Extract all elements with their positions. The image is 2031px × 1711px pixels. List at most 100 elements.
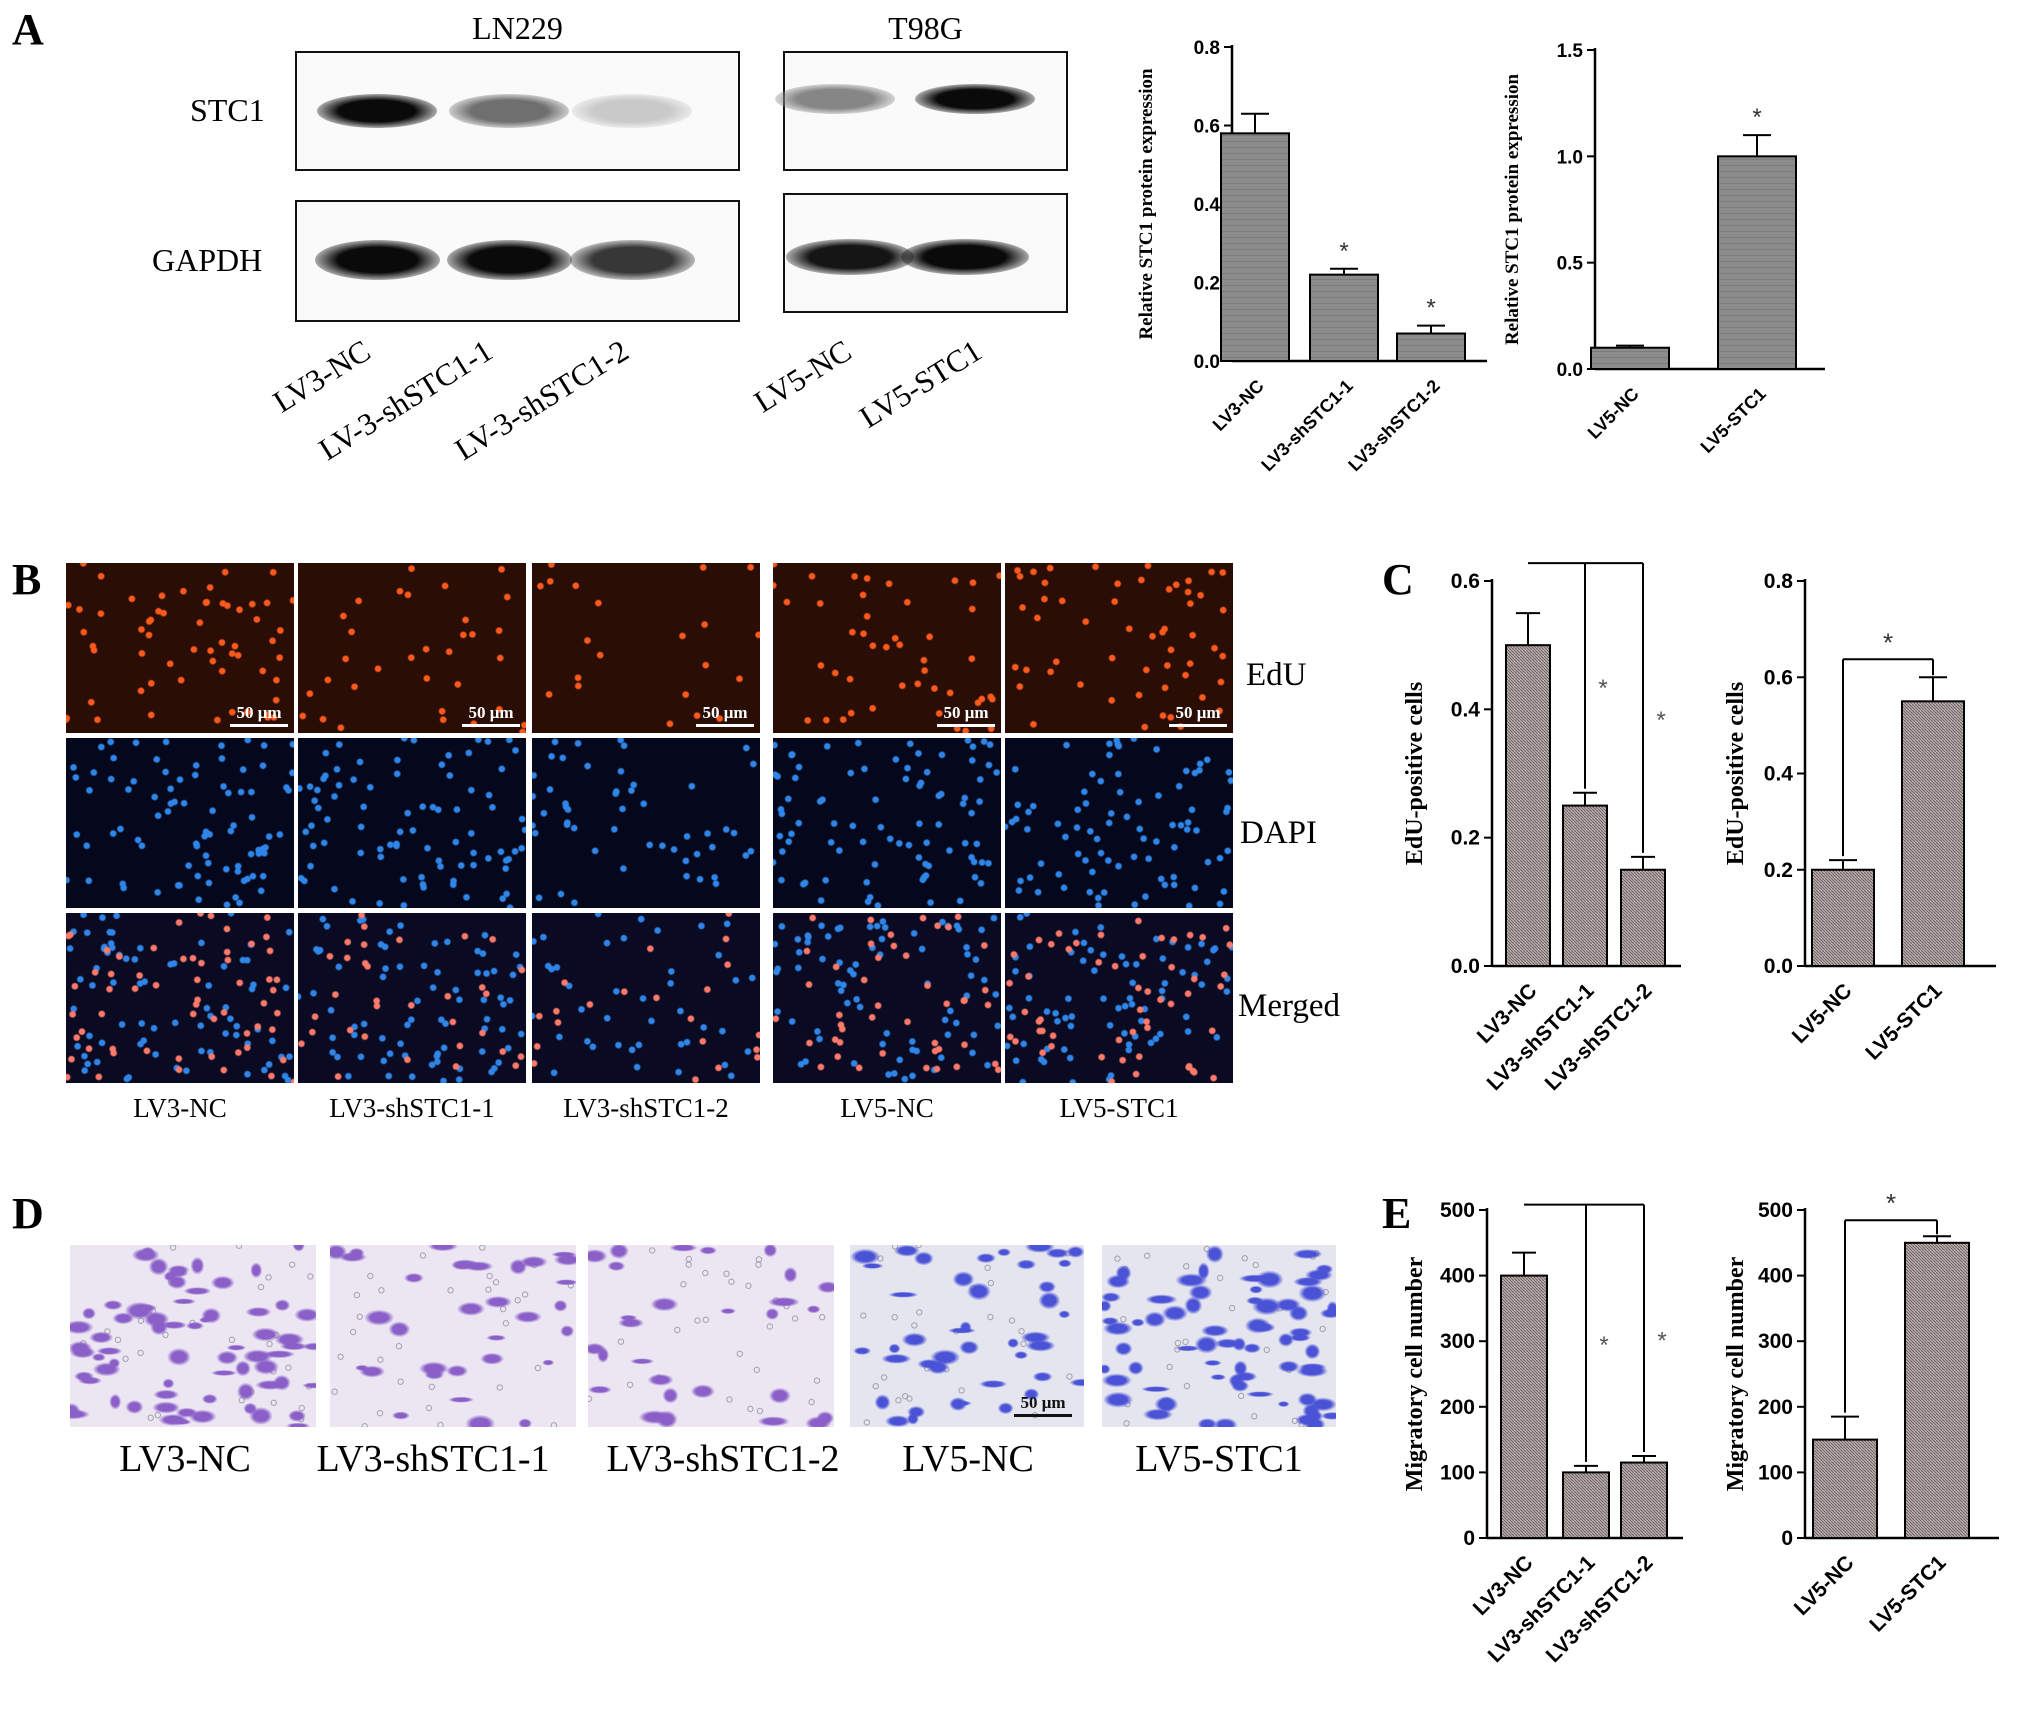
migration-image: 50 μm: [850, 1245, 1084, 1427]
micrograph-dapi: [66, 738, 294, 908]
x-tick-label: LV3-shSTC1-1: [1257, 376, 1356, 475]
y-tick-label: 0.0: [1194, 352, 1220, 373]
chart-e2-migratory: 0 100 200 300 400 500 Migratory cell number LV5…: [1723, 1188, 1999, 1637]
edu-col-label: LV3-shSTC1-2: [563, 1093, 729, 1123]
bar: [1811, 868, 1875, 967]
bar: [1901, 700, 1965, 967]
x-tick-label: LV3-NC: [1209, 376, 1268, 435]
y-axis-title: Migratory cell number: [1402, 1256, 1428, 1491]
micrograph-dapi: [1005, 738, 1233, 908]
edu-col-label: LV3-NC: [133, 1093, 227, 1123]
micrograph-dapi: [532, 738, 760, 908]
bar: [1620, 868, 1666, 967]
blot-band: [775, 84, 895, 114]
y-tick-label: 200: [1758, 1396, 1793, 1419]
x-tick-label: LV5-NC: [1584, 384, 1643, 443]
micrograph-merged: [1005, 913, 1233, 1083]
blot-row-label-stc1: STC1: [190, 92, 265, 128]
edu-col-label: LV3-shSTC1-1: [329, 1093, 495, 1123]
blot-band: [901, 239, 1029, 275]
migration-col-label: LV3-shSTC1-2: [606, 1438, 840, 1480]
bar: [1620, 1461, 1668, 1539]
y-tick-label: 500: [1440, 1199, 1475, 1222]
y-axis-title: Relative STC1 protein expression: [1502, 74, 1523, 346]
row-label-dapi: DAPI: [1240, 815, 1318, 851]
blot-band: [317, 94, 437, 128]
scale-bar: 50 μm: [1014, 1393, 1072, 1417]
row-label-edu: EdU: [1246, 657, 1307, 693]
micrograph-dapi: [298, 738, 526, 908]
micrograph-edu: 50 μm: [1005, 563, 1233, 733]
y-tick-label: 0.0: [1764, 955, 1793, 978]
migration-col-label: LV5-STC1: [1135, 1438, 1303, 1480]
y-tick-label: 0.0: [1557, 360, 1583, 381]
migration-image: [330, 1245, 576, 1427]
migration-image: [70, 1245, 316, 1427]
significance-star: *: [1752, 104, 1761, 131]
blot-band: [786, 239, 914, 275]
chart-a2-relative-stc1: 0.0 0.5 1.0 1.5 Relative STC1 protein expres…: [1502, 41, 1825, 457]
bar: [1500, 1274, 1548, 1539]
edu-col-label: LV5-STC1: [1059, 1093, 1179, 1123]
micrograph-merged: [66, 913, 294, 1083]
y-tick-label: 0.5: [1557, 254, 1584, 275]
chart-a1-relative-stc1: 0.0 0.2 0.4 0.6 0.8 Relative STC1 protein exp…: [1136, 38, 1487, 475]
blot-band: [446, 240, 572, 280]
panel-label-b: B: [12, 555, 42, 604]
migration-col-label: LV3-shSTC1-1: [316, 1438, 550, 1480]
x-tick-label: LV5-STC1: [1697, 384, 1770, 457]
y-tick-label: 0.8: [1764, 570, 1794, 593]
x-tick-label: LV3-shSTC1-2: [1541, 979, 1657, 1095]
y-tick-label: 400: [1440, 1265, 1475, 1288]
significance-star: *: [1657, 1327, 1666, 1354]
chart-e1-migratory: 0 100 200 300 400 500 Migratory cell number LV3…: [1402, 1199, 1683, 1667]
significance-star: *: [1599, 1332, 1608, 1359]
bar: [1505, 644, 1551, 968]
y-tick-label: 0.6: [1451, 570, 1480, 593]
migration-col-label: LV5-NC: [902, 1438, 1034, 1480]
y-tick-label: 0.6: [1194, 117, 1220, 138]
y-axis-title: EdU-positive cells: [1723, 682, 1749, 865]
significance-star: *: [1598, 675, 1607, 702]
y-tick-label: 0.2: [1451, 827, 1480, 850]
y-tick-label: 500: [1758, 1199, 1793, 1222]
micrograph-edu: 50 μm: [532, 563, 760, 733]
bar: [1220, 132, 1290, 362]
bar: [1904, 1241, 1970, 1540]
bar: [1590, 346, 1670, 371]
y-tick-label: 300: [1758, 1330, 1793, 1353]
significance-star: *: [1426, 295, 1435, 322]
x-tick-label: LV5-STC1: [1861, 979, 1947, 1065]
y-tick-label: 0.2: [1194, 274, 1220, 295]
y-tick-label: 100: [1440, 1461, 1475, 1484]
micrograph-dapi: [773, 738, 1001, 908]
y-tick-label: 0.2: [1764, 859, 1793, 882]
y-tick-label: 0.4: [1451, 698, 1481, 721]
panel-label-d: D: [12, 1189, 44, 1238]
bar: [1717, 155, 1797, 370]
y-axis-title: EdU-positive cells: [1402, 682, 1428, 865]
row-label-merged: Merged: [1238, 988, 1341, 1024]
significance-star: *: [1886, 1188, 1896, 1218]
bar: [1562, 1471, 1610, 1539]
migration-image: [1102, 1245, 1336, 1427]
y-tick-label: 0.4: [1194, 195, 1221, 216]
y-tick-label: 1.0: [1557, 147, 1583, 168]
chart-c2-edu-positive: 0.0 0.2 0.4 0.6 0.8 EdU-positive cells LV5-NC L…: [1723, 570, 1996, 1065]
edu-col-label: LV5-NC: [840, 1093, 934, 1123]
panel-label-c: C: [1382, 555, 1414, 604]
y-axis-title: Relative STC1 protein expression: [1136, 68, 1157, 340]
y-tick-label: 0.4: [1764, 763, 1794, 786]
micrograph-edu: 50 μm: [298, 563, 526, 733]
y-tick-label: 400: [1758, 1265, 1793, 1288]
blot-band: [915, 84, 1035, 114]
y-axis-title: Migratory cell number: [1723, 1256, 1749, 1491]
y-tick-label: 200: [1440, 1396, 1475, 1419]
micrograph-edu: 50 μm: [66, 563, 294, 733]
blot-band: [572, 94, 692, 128]
scale-bar: 50 μm: [696, 703, 754, 727]
micrograph-merged: [298, 913, 526, 1083]
bar: [1396, 332, 1466, 362]
y-tick-label: 1.5: [1557, 41, 1584, 62]
